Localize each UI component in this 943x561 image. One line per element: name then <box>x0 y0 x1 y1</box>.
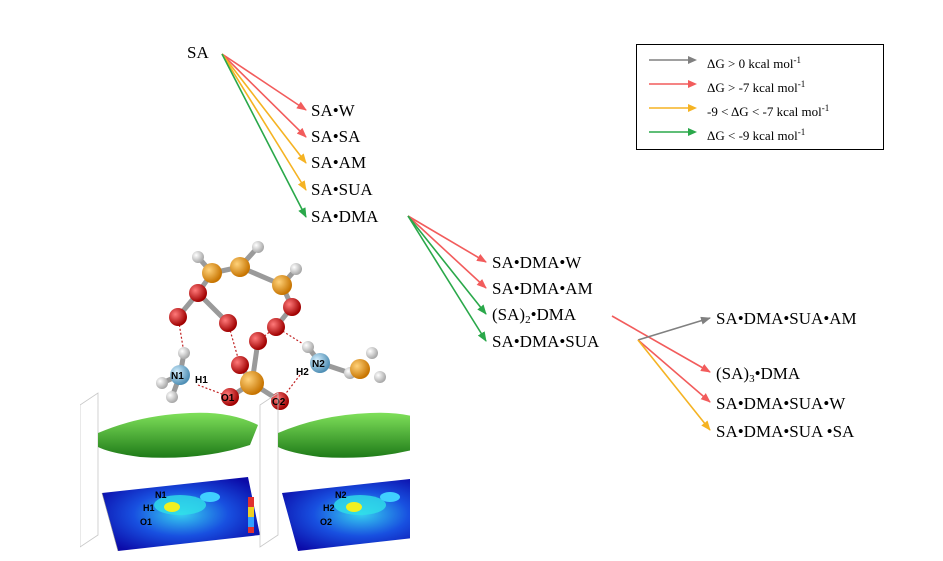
legend-arrow-gray-icon <box>649 56 697 64</box>
node-sa: SA <box>187 43 209 62</box>
map-label-n2: N2 <box>335 490 347 500</box>
node-sa-w: SA•W <box>311 101 355 120</box>
node-sa-dma-sua-sa: SA•DMA•SUA •SA <box>716 422 855 441</box>
map-label-n1: N1 <box>155 490 167 500</box>
molecule-atoms <box>156 241 386 410</box>
node-sa2-dma-pre: (SA) <box>492 305 526 324</box>
atom-label-h1: H1 <box>195 375 208 386</box>
node-sa2-dma-post: •DMA <box>530 305 577 324</box>
map-label-h2: H2 <box>323 503 335 513</box>
legend-label: ΔG > -7 kcal mol-1 <box>707 79 806 95</box>
map-label-o1: O1 <box>140 517 152 527</box>
map-label-o2: O2 <box>320 517 332 527</box>
map-label-h1: H1 <box>143 503 155 513</box>
legend-label: ΔG < -9 kcal mol-1 <box>707 127 806 143</box>
arrow-sa_dma_sua-to-sa_dma_sua_sa <box>637 339 711 431</box>
node-sa-dma-sua-w: SA•DMA•SUA•W <box>716 394 846 413</box>
node-sa3-dma: (SA)3•DMA <box>716 364 800 389</box>
node-sa2-dma-sub: 2 <box>525 314 531 326</box>
arrow-sa_dma-to-sa_dma_sua <box>407 215 487 342</box>
legend-arrow-green-icon <box>649 128 697 136</box>
legend-item-orange: -9 < ΔG < -7 kcal mol-1 <box>647 99 883 119</box>
legend-arrow-red-icon <box>649 80 697 88</box>
node-sa-dma: SA•DMA <box>311 207 379 226</box>
node-sa-am: SA•AM <box>311 153 367 172</box>
node-sa3-dma-sub: 3 <box>749 373 755 385</box>
atom-label-o1: O1 <box>221 393 235 404</box>
node-sa-dma-w: SA•DMA•W <box>492 253 582 272</box>
node-sa-sa: SA•SA <box>311 127 361 146</box>
node-sa3-dma-pre: (SA) <box>716 364 750 383</box>
arrow-sa_dma_sua-to-sa_dma_sua_am <box>637 316 711 341</box>
arrow-sa-to-sa_sa <box>221 53 307 138</box>
legend-item-green: ΔG < -9 kcal mol-1 <box>647 123 883 143</box>
arrow-sa2_dma-to-sa3_dma <box>611 315 711 373</box>
legend-label: -9 < ΔG < -7 kcal mol-1 <box>707 103 830 119</box>
node-sa2-dma: (SA)2•DMA <box>492 305 576 330</box>
node-sa-dma-am: SA•DMA•AM <box>492 279 593 298</box>
arrow-sa-to-sa_dma <box>221 53 307 218</box>
surface-plot-right: N2 H2 O2 <box>259 392 410 551</box>
legend-label: ΔG > 0 kcal mol-1 <box>707 55 801 71</box>
legend-arrow-orange-icon <box>649 104 697 112</box>
arrow-sa_dma-to-sa2_dma <box>407 215 487 315</box>
arrow-sa_dma-to-sa_dma_w <box>407 215 487 263</box>
arrow-sa_dma_sua-to-sa_dma_sua_w <box>637 339 711 403</box>
node-sa-sua: SA•SUA <box>311 180 373 199</box>
node-sa3-dma-post: •DMA <box>754 364 801 383</box>
atom-label-n1: N1 <box>171 371 184 382</box>
atom-label-o2: O2 <box>272 397 286 408</box>
legend-item-gray: ΔG > 0 kcal mol-1 <box>647 51 883 71</box>
atom-label-n2: N2 <box>312 359 325 370</box>
arrow-sa-to-sa_w <box>221 53 307 111</box>
arrow-sa_dma-to-sa_dma_am <box>407 215 487 289</box>
legend: ΔG > 0 kcal mol-1 ΔG > -7 kcal mol-1 -9 … <box>636 44 884 150</box>
molecular-structure-figure: N1 H1 O1 N2 H2 O2 N1 H1 O1 <box>80 241 410 552</box>
legend-item-red: ΔG > -7 kcal mol-1 <box>647 75 883 95</box>
node-sa-dma-sua: SA•DMA•SUA <box>492 332 600 351</box>
atom-label-h2: H2 <box>296 367 309 378</box>
arrow-sa-to-sa_am <box>221 53 307 164</box>
node-sa-dma-sua-am: SA•DMA•SUA•AM <box>716 309 857 328</box>
surface-plot-left: N1 H1 O1 <box>80 392 260 552</box>
arrow-sa-to-sa_sua <box>221 53 307 191</box>
